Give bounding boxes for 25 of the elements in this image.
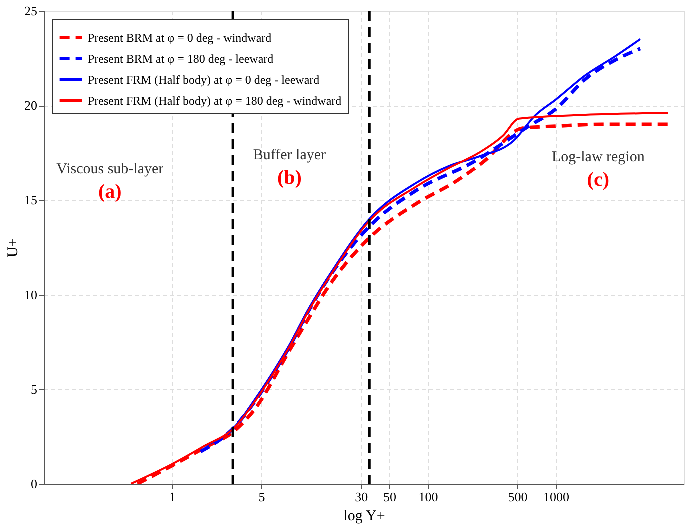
legend-label: Present BRM at φ = 0 deg - windward — [88, 31, 272, 45]
legend-label: Present BRM at φ = 180 deg - leeward — [88, 52, 274, 66]
x-tick-label: 50 — [383, 490, 396, 504]
x-tick-label: 5 — [258, 490, 266, 504]
annotation: (b) — [277, 166, 302, 189]
y-tick-label: 0 — [31, 476, 38, 492]
x-tick-label: 100 — [418, 490, 438, 504]
annotation: (c) — [587, 169, 610, 192]
legend-label: Present FRM (Half body) at φ = 0 deg - leeward — [88, 73, 320, 87]
y-tick-label: 10 — [24, 287, 38, 302]
annotation: (a) — [98, 180, 122, 203]
x-tick-label: 1000 — [544, 490, 570, 504]
y-tick-label: 15 — [24, 192, 38, 208]
y-tick-label: 5 — [31, 382, 38, 397]
y-axis-title: U+ — [6, 238, 22, 258]
y-tick-label: 20 — [24, 98, 38, 114]
annotation: Buffer layer — [253, 147, 326, 164]
y-tick-label: 25 — [24, 4, 38, 18]
x-axis-title: log Y+ — [344, 508, 386, 524]
x-tick-label: 1 — [169, 490, 176, 504]
annotation: Log-law region — [552, 150, 646, 166]
x-tick-label: 30 — [355, 490, 368, 504]
legend-label: Present FRM (Half body) at φ = 180 deg - windward — [88, 94, 342, 108]
x-tick-label: 500 — [508, 490, 528, 504]
annotation: Viscous sub-layer — [56, 161, 164, 178]
